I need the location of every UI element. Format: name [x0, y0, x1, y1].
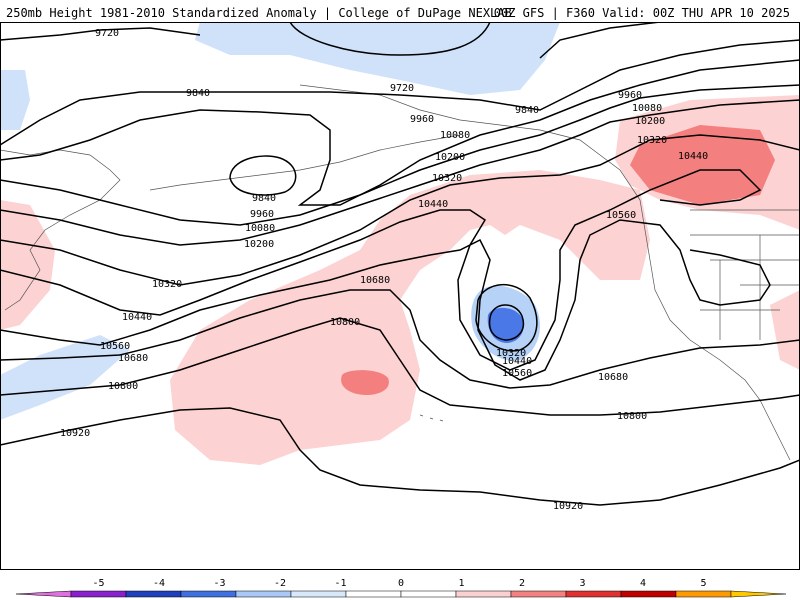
north-america-west-coast: [639, 199, 791, 461]
positive-anomaly-area-west: [0, 200, 55, 330]
contour-9960: [0, 59, 800, 206]
map-svg: 9720 9840 9720 9840 9960 9960 10080 1008…: [0, 22, 800, 570]
contour-label-10320-a: 10320: [432, 173, 462, 184]
colorbar-tick-label: 4: [640, 578, 646, 589]
contour-10320: [0, 134, 800, 286]
contour-9720-north: [289, 22, 491, 56]
contour-label-9960-a: 9960: [410, 114, 434, 125]
colorbar-segment: [730, 590, 787, 598]
contour-9720-south: [0, 27, 201, 41]
contour-label-10800-b: 10800: [108, 381, 138, 392]
contour-label-9960-c: 9960: [250, 209, 274, 220]
header-bar: 250mb Height 1981-2010 Standardized Anom…: [0, 0, 800, 22]
contour-label-10320-c: 10320: [152, 279, 182, 290]
contour-label-10080-a: 10080: [440, 130, 470, 141]
contour-label-10080-b: 10080: [632, 103, 662, 114]
colorbar-svg: -5 -4 -3 -2 -1 0 1 2 3 4 5: [15, 578, 787, 598]
colorbar: -5 -4 -3 -2 -1 0 1 2 3 4 5: [0, 570, 800, 600]
colorbar-segment: [70, 590, 127, 598]
contour-label-9840-c: 9840: [252, 193, 276, 204]
negative-anomaly-area-northwest: [0, 70, 30, 130]
negative-anomaly-area-north: [195, 22, 560, 95]
colorbar-tick-label: 0: [398, 578, 404, 589]
contour-10080: [0, 84, 800, 226]
contour-10680: [0, 289, 800, 389]
contour-label-10200-b: 10200: [635, 116, 665, 127]
colorbar-segment: [620, 590, 677, 598]
contour-10560: [0, 219, 771, 381]
colorbar-tick-label: 1: [458, 578, 464, 589]
colorbar-segment: [235, 590, 292, 598]
contour-label-9840-b: 9840: [515, 105, 539, 116]
map-panel: 9720 9840 9720 9840 9960 9960 10080 1008…: [0, 22, 800, 570]
negative-anomaly-core: [487, 307, 524, 343]
colorbar-segment: [125, 590, 182, 598]
contour-label-9720-b: 9720: [390, 83, 414, 94]
contour-10800: [0, 317, 800, 416]
contour-10200: [0, 99, 800, 246]
contour-10920: [0, 407, 800, 506]
contour-label-10560-a: 10560: [606, 210, 636, 221]
map-title: 250mb Height 1981-2010 Standardized Anom…: [6, 6, 512, 20]
contour-cutoff-inner: [475, 283, 538, 352]
contour-label-10680-b: 10680: [118, 353, 148, 364]
model-valid-time: 00Z GFS | F360 Valid: 00Z THU APR 10 202…: [493, 6, 790, 20]
contour-label-10680-c: 10680: [598, 372, 628, 383]
colorbar-segment: [180, 590, 237, 598]
contour-label-10440-c: 10440: [122, 312, 152, 323]
hawaii-islands: [419, 414, 444, 422]
contour-cutoff-core: [488, 304, 525, 341]
contour-label-10440-d: 10440: [502, 356, 532, 367]
contour-label-10920-b: 10920: [553, 501, 583, 512]
colorbar-segment: [455, 590, 512, 598]
contour-label-9840-a: 9840: [186, 88, 210, 99]
colorbar-tick-label: 2: [519, 578, 525, 589]
colorbar-segment: [400, 590, 457, 598]
contour-label-10680-a: 10680: [360, 275, 390, 286]
positive-anomaly-core-center: [341, 370, 389, 395]
contour-label-10320-b: 10320: [637, 135, 667, 146]
contour-label-10440-b: 10440: [678, 151, 708, 162]
contour-label-10560-c: 10560: [502, 368, 532, 379]
colorbar-tick-label: -2: [274, 578, 286, 589]
aleutian-islands: [149, 134, 461, 191]
contour-label-10200-a: 10200: [435, 152, 465, 163]
contour-label-10080-c: 10080: [245, 223, 275, 234]
colorbar-tick-label: -3: [213, 578, 225, 589]
positive-anomaly-area-main: [170, 170, 650, 465]
colorbar-tick-label: 3: [579, 578, 585, 589]
contour-label-9960-b: 9960: [618, 90, 642, 101]
colorbar-segment: [15, 590, 72, 598]
contour-9720-east: [539, 22, 661, 59]
colorbar-tick-label: 5: [700, 578, 706, 589]
colorbar-segment: [675, 590, 732, 598]
contour-label-10800-a: 10800: [330, 317, 360, 328]
contour-label-10200-c: 10200: [244, 239, 274, 250]
contour-label-10560-b: 10560: [100, 341, 130, 352]
height-contours: [0, 22, 800, 506]
contour-label-10440-a: 10440: [418, 199, 448, 210]
colorbar-segment: [345, 590, 402, 598]
colorbar-tick-label: -1: [334, 578, 346, 589]
contour-label-9720-a: 9720: [95, 28, 119, 39]
contour-9840-closed: [229, 155, 297, 196]
colorbar-segment: [565, 590, 622, 598]
colorbar-ticks: -5 -4 -3 -2 -1 0 1 2 3 4 5: [92, 578, 706, 589]
positive-anomaly-area-east: [770, 290, 800, 370]
contour-10440: [0, 169, 762, 371]
colorbar-segment: [290, 590, 347, 598]
colorbar-segment: [510, 590, 567, 598]
colorbar-tick-label: -5: [92, 578, 104, 589]
colorbar-tick-label: -4: [153, 578, 165, 589]
contour-9840: [0, 39, 800, 146]
contour-label-10320-d: 10320: [496, 348, 526, 359]
positive-anomaly-core-northeast: [630, 125, 775, 205]
colorbar-segments: [15, 590, 787, 598]
contour-labels: 9720 9840 9720 9840 9960 9960 10080 1008…: [60, 28, 708, 512]
contour-label-10800-c: 10800: [617, 411, 647, 422]
contour-label-10920-a: 10920: [60, 428, 90, 439]
